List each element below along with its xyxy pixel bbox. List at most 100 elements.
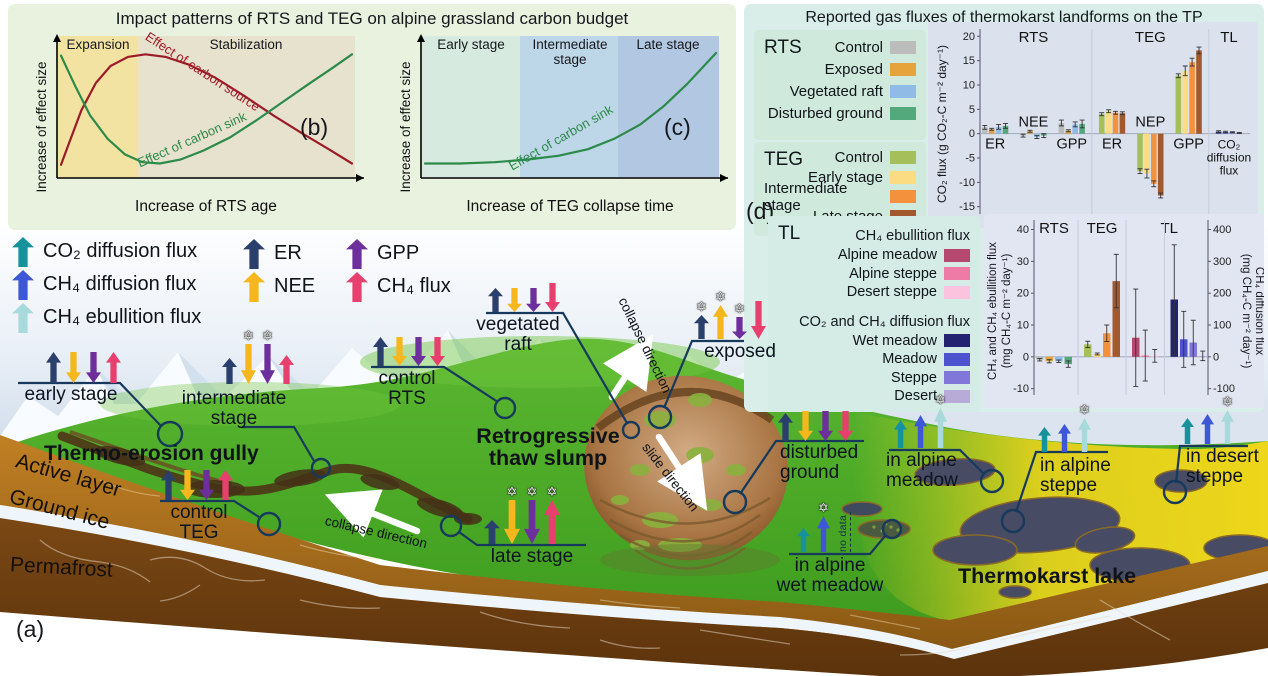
flux-legend-label: CH₄ diffusion flux [43, 273, 197, 295]
legend-swatch [890, 106, 916, 120]
svg-text:40: 40 [1017, 224, 1029, 236]
legend-item: Desert [768, 387, 980, 406]
tl-legend: TL CH₄ ebullition flux Alpine meadow Alpi… [768, 216, 980, 412]
flux-legend-item-ch4: CH₄ flux [346, 270, 451, 303]
phase-intermediate: Intermediate stage [532, 37, 608, 67]
flux-legend-label: CH₄ ebullition flux [43, 306, 202, 328]
svg-text:200: 200 [1213, 288, 1231, 300]
legend-item-label: Meadow [882, 351, 937, 368]
legend-item-label: Alpine steppe [849, 265, 937, 282]
legend-item-label: Desert [894, 388, 937, 405]
flux-legend-item-gpp: GPP [346, 237, 451, 270]
legend-item: Desert steppe [768, 283, 980, 302]
bar [1055, 356, 1063, 362]
ch4-chart-ylabel-right: CH₄ diffusion flux (mg CH₄-C m⁻² day⁻¹) [1239, 219, 1264, 403]
series-curve [423, 51, 718, 165]
flux-legend-label: NEE [274, 275, 316, 297]
phase-expansion: Expansion [66, 37, 130, 52]
bar [995, 126, 1002, 134]
legend-swatch [944, 371, 970, 385]
callout-lines [18, 311, 1248, 556]
flux-legend-column-2: ER NEE [243, 237, 315, 303]
bar [982, 127, 988, 134]
svg-text:400: 400 [1213, 224, 1231, 236]
flux-legend-item-co2d: CO₂ diffusion flux [12, 235, 201, 268]
ch4-ylabel-right-line1: CH₄ diffusion flux [1253, 266, 1264, 356]
gpp-flux-arrow-icon [346, 238, 368, 269]
chart-b-xlabel: Increase of RTS age [135, 198, 277, 215]
legend-item: Control [754, 148, 926, 168]
bar [1045, 356, 1053, 362]
legend-item: Vegetated raft [754, 80, 926, 102]
flux-legend-label: GPP [377, 242, 420, 264]
chart-b-ylabel: Increase of effect size [34, 61, 49, 193]
svg-text:15: 15 [963, 55, 975, 67]
svg-text:RTS: RTS [1019, 29, 1049, 46]
svg-text:ER: ER [985, 137, 1005, 153]
legend-item-label: Disturbed ground [767, 104, 883, 122]
svg-text:GPP: GPP [1056, 137, 1087, 153]
legend-item-label: Control [834, 149, 883, 167]
svg-text:TL: TL [1160, 220, 1178, 237]
svg-text:NEE: NEE [1019, 115, 1049, 131]
legend-item: Early stage [754, 168, 926, 188]
panel-d-title: Reported gas fluxes of thermokarst landf… [805, 9, 1203, 26]
legend-item-label: Steppe [891, 369, 937, 386]
svg-text:-15: -15 [959, 201, 975, 213]
series-curve [59, 53, 354, 166]
bar [1196, 50, 1202, 134]
flux-legend-item-er: ER [243, 237, 315, 270]
co2-chart-ylabel: CO₂ flux (g CO₂-C m⁻² day⁻¹) [935, 45, 949, 203]
legend-item-label: Control [834, 38, 883, 56]
legend-swatch [890, 151, 916, 165]
legend-swatch [890, 40, 916, 54]
bar [1137, 133, 1143, 172]
phase-band [618, 36, 719, 178]
svg-text:100: 100 [1213, 320, 1231, 332]
ch4e-flux-arrow-icon [12, 302, 34, 333]
svg-text:CO₂: CO₂ [1218, 138, 1241, 152]
direction-arrows [324, 334, 708, 538]
bar [1189, 62, 1195, 134]
bar [1098, 114, 1105, 134]
bar [1112, 281, 1120, 357]
svg-text:-10: -10 [1013, 383, 1029, 395]
svg-text:5: 5 [969, 104, 975, 116]
teg-legend-title: TEG [764, 149, 804, 170]
svg-text:GPP: GPP [1173, 137, 1204, 153]
chart-teg-collapse-time: Increase of effect size Early stage Inte… [382, 30, 732, 228]
legend-item-label: Alpine meadow [837, 247, 937, 264]
legend-swatch [944, 352, 970, 366]
rts-legend: RTS Control Exposed Vegetated raft Disturbe… [754, 30, 926, 140]
legend-item-label: Wet meadow [852, 332, 937, 349]
svg-text:10: 10 [963, 79, 975, 91]
bar [1072, 124, 1078, 134]
legend-swatch [944, 248, 970, 262]
svg-text:TEG: TEG [1087, 220, 1118, 237]
co2-flux-chart: CO₂ flux (g CO₂-C m⁻² day⁻¹) 20 15 10 5 0 -5 -… [928, 22, 1258, 228]
chart-rts-age: Increase of effect size Expansion Stabil… [18, 29, 374, 228]
legend-swatch [944, 389, 970, 403]
svg-text:20: 20 [963, 31, 975, 43]
chart-b-plot [53, 34, 364, 182]
legend-item: Alpine meadow [768, 246, 980, 265]
ch4-ylabel-right-line2: (mg CH₄-C m⁻² day⁻¹) [1239, 253, 1252, 369]
bar [988, 129, 995, 134]
svg-text:0: 0 [1023, 351, 1029, 363]
co2d-flux-arrow-icon [12, 236, 34, 267]
bar [1103, 333, 1111, 357]
svg-text:RTS: RTS [1039, 220, 1069, 237]
bar [1002, 125, 1009, 134]
legend-swatch [944, 267, 970, 281]
flux-legend-column-3: GPP CH₄ flux [346, 237, 451, 303]
tl-legend-title: TL [778, 223, 801, 244]
legend-item-label: Vegetated raft [789, 82, 883, 100]
svg-text:TL: TL [1220, 29, 1238, 46]
legend-item: Exposed [754, 58, 926, 80]
flux-legend-label: ER [274, 242, 302, 264]
legend-swatch [890, 190, 916, 204]
legend-item: Meadow [768, 350, 980, 369]
bar [1093, 354, 1101, 357]
svg-text:diffusion: diffusion [1207, 151, 1251, 165]
